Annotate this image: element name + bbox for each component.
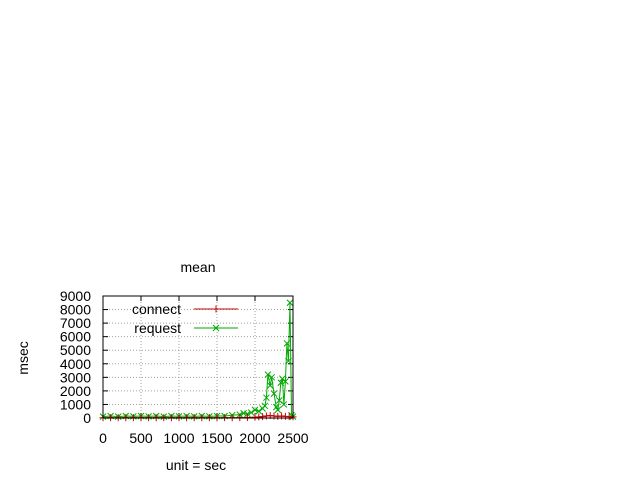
data-point-request [251,406,259,414]
data-point-request [247,409,255,416]
x-tick-label: 2500 [277,430,308,446]
y-tick-label: 2000 [60,383,91,399]
legend-label-request: request [134,320,181,336]
data-point-connect [243,413,251,421]
plot-frame [102,295,294,419]
legend: connect request [132,301,238,336]
x-tick-label: 1500 [201,430,232,446]
x-tick-label: 0 [99,430,107,446]
data-point-request [255,407,263,415]
data-point-request [280,401,288,408]
y-tick-label: 4000 [60,356,91,372]
data-point-request [268,373,276,381]
x-tick-label: 500 [129,430,153,446]
data-point-request [263,394,270,402]
legend-marker-request [212,324,220,332]
y-tick-label: 9000 [60,288,91,304]
data-point-request [282,378,289,385]
legend-label-connect: connect [132,301,181,317]
y-tick-label: 5000 [60,342,91,358]
y-tick-label: 7000 [60,315,91,331]
data-point-request [283,340,291,347]
legend-marker-connect [212,305,220,313]
data-point-request [261,402,269,410]
chart-title: mean [180,259,215,275]
data-point-connect [259,413,267,421]
data-point-request [274,406,282,414]
data-point-request [264,371,272,378]
y-tick-label: 1000 [60,396,91,412]
y-tick-label: 8000 [60,302,91,318]
data-point-request [244,410,251,418]
y-tick-label: 3000 [60,369,91,385]
y-tick-label: 6000 [60,329,91,345]
data-point-request [270,390,278,397]
series-layer [99,299,297,422]
y-axis-label: msec [15,341,31,374]
x-tick-label: 2000 [239,430,270,446]
x-tick-label: 1000 [163,430,194,446]
data-point-request [285,357,292,365]
data-point-request [266,382,274,389]
x-axis-label: unit = sec [166,457,226,473]
data-point-request [286,299,294,307]
series-request [99,299,297,420]
y-tick-label: 0 [83,410,91,426]
axis-ticks: 0 500 1000 1500 2000 250001000200030004000500… [60,288,309,446]
data-point-request [277,379,285,387]
